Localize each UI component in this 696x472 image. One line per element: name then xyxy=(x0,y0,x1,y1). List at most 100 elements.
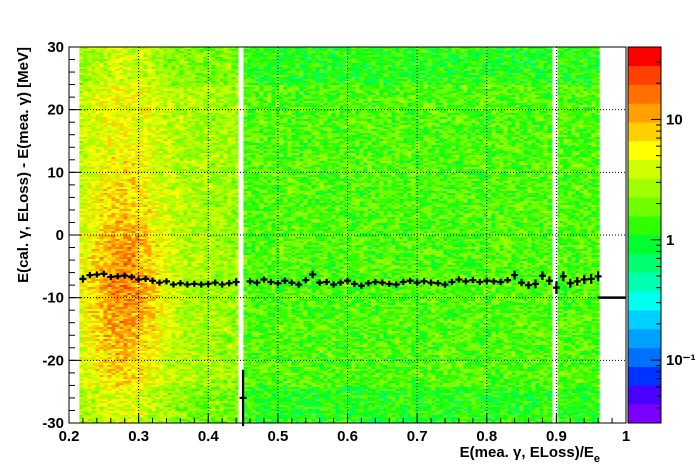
heatmap-cell xyxy=(339,73,343,75)
heatmap-cell xyxy=(315,67,319,69)
heatmap-cell xyxy=(251,105,255,107)
heatmap-cell xyxy=(171,83,175,85)
heatmap-cell xyxy=(127,55,131,57)
heatmap-cell xyxy=(287,71,291,73)
heatmap-cell xyxy=(563,117,567,119)
heatmap-cell xyxy=(559,83,563,85)
heatmap-cell xyxy=(435,95,439,97)
heatmap-cell xyxy=(275,111,279,113)
heatmap-cell xyxy=(323,105,327,107)
heatmap-cell xyxy=(223,123,227,125)
heatmap-cell xyxy=(399,107,403,109)
heatmap-cell xyxy=(211,73,215,75)
heatmap-cell xyxy=(283,89,287,91)
heatmap-cell xyxy=(307,57,311,59)
heatmap-cell xyxy=(319,55,323,57)
heatmap-cell xyxy=(559,119,563,121)
heatmap-cell xyxy=(595,119,599,121)
heatmap-cell xyxy=(303,117,307,119)
heatmap-cell xyxy=(471,61,475,63)
heatmap-cell xyxy=(459,115,463,117)
heatmap-cell xyxy=(347,87,351,89)
heatmap-cell xyxy=(91,103,95,105)
heatmap-cell xyxy=(107,95,111,97)
heatmap-cell xyxy=(407,59,411,61)
heatmap-cell xyxy=(175,115,179,117)
heatmap-cell xyxy=(139,77,143,79)
heatmap-cell xyxy=(227,89,231,91)
heatmap-cell xyxy=(575,59,579,61)
heatmap-cell xyxy=(187,75,191,77)
heatmap-cell xyxy=(399,55,403,57)
heatmap-cell xyxy=(423,121,427,123)
heatmap-cell xyxy=(103,57,107,59)
heatmap-cell xyxy=(95,107,99,109)
heatmap-cell xyxy=(99,49,103,51)
heatmap-cell xyxy=(167,115,171,117)
heatmap-cell xyxy=(307,119,311,121)
heatmap-cell xyxy=(155,95,159,97)
heatmap-cell xyxy=(203,63,207,65)
heatmap-cell xyxy=(199,63,203,65)
heatmap-cell xyxy=(467,83,471,85)
heatmap-cell xyxy=(547,81,551,83)
heatmap-cell xyxy=(439,103,443,105)
heatmap-cell xyxy=(583,111,587,113)
heatmap-cell xyxy=(307,81,311,83)
heatmap-cell xyxy=(147,99,151,101)
heatmap-cell xyxy=(463,75,467,77)
heatmap-cell xyxy=(283,95,287,97)
heatmap-cell xyxy=(479,113,483,115)
heatmap-cell xyxy=(167,119,171,121)
heatmap-cell xyxy=(595,105,599,107)
heatmap-cell xyxy=(339,71,343,73)
heatmap-cell xyxy=(135,57,139,59)
heatmap-cell xyxy=(503,51,507,53)
heatmap-cell xyxy=(119,91,123,93)
heatmap-cell xyxy=(135,51,139,53)
heatmap-cell xyxy=(467,57,471,59)
heatmap-cell xyxy=(431,55,435,57)
heatmap-cell xyxy=(219,81,223,83)
heatmap-cell xyxy=(315,109,319,111)
heatmap-cell xyxy=(443,69,447,71)
heatmap-cell xyxy=(391,81,395,83)
heatmap-cell xyxy=(203,79,207,81)
heatmap-cell xyxy=(391,49,395,51)
heatmap-cell xyxy=(171,115,175,117)
heatmap-cell xyxy=(443,49,447,51)
heatmap-cell xyxy=(311,117,315,119)
heatmap-cell xyxy=(307,87,311,89)
heatmap-cell xyxy=(383,73,387,75)
heatmap-cell xyxy=(215,77,219,79)
heatmap-cell xyxy=(191,67,195,69)
heatmap-cell xyxy=(251,85,255,87)
heatmap-cell xyxy=(411,99,415,101)
heatmap-cell xyxy=(267,61,271,63)
heatmap-cell xyxy=(167,91,171,93)
heatmap-cell xyxy=(479,91,483,93)
heatmap-cell xyxy=(471,73,475,75)
heatmap-cell xyxy=(215,65,219,67)
heatmap-cell xyxy=(587,87,591,89)
heatmap-cell xyxy=(259,65,263,67)
heatmap-cell xyxy=(379,83,383,85)
heatmap-cell xyxy=(299,105,303,107)
heatmap-cell xyxy=(491,103,495,105)
heatmap-cell xyxy=(115,101,119,103)
heatmap-cell xyxy=(95,85,99,87)
heatmap-cell xyxy=(203,97,207,99)
heatmap-cell xyxy=(371,49,375,51)
heatmap-cell xyxy=(539,57,543,59)
heatmap-cell xyxy=(199,113,203,115)
heatmap-cell xyxy=(207,51,211,53)
heatmap-cell xyxy=(439,87,443,89)
heatmap-cell xyxy=(251,55,255,57)
heatmap-cell xyxy=(399,115,403,117)
heatmap-cell xyxy=(419,65,423,67)
heatmap-cell xyxy=(515,87,519,89)
heatmap-cell xyxy=(515,85,519,87)
heatmap-cell xyxy=(487,121,491,123)
heatmap-cell xyxy=(543,117,547,119)
heatmap-cell xyxy=(567,109,571,111)
